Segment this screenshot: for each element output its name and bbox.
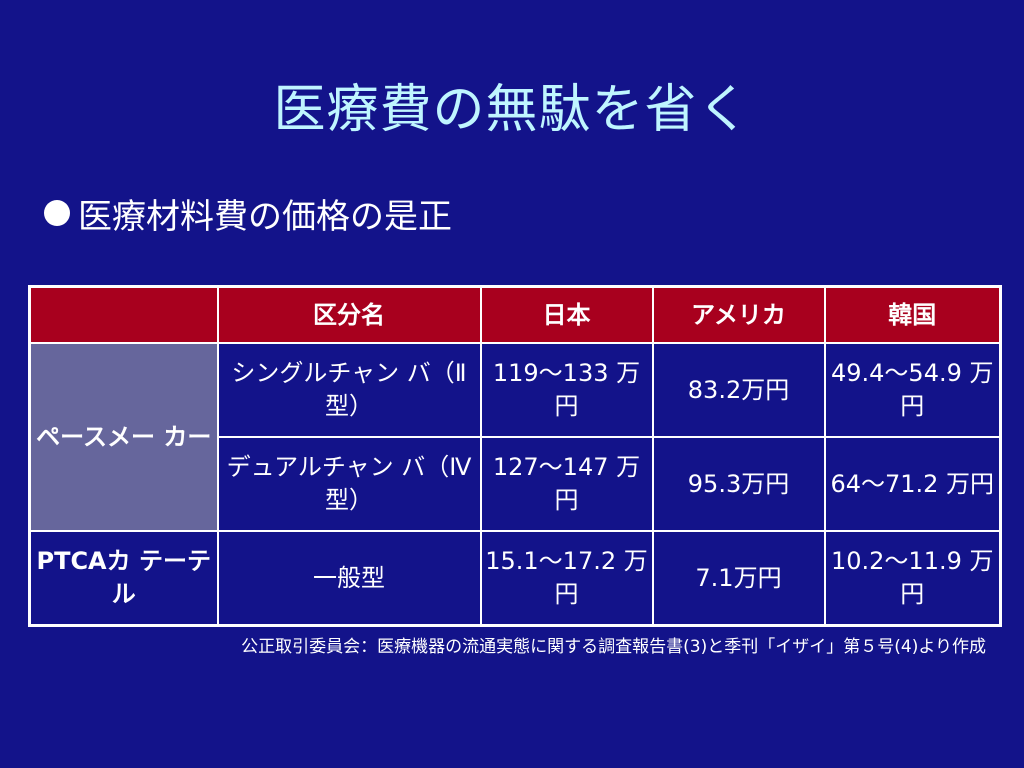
category-pacemaker: ペースメー カー bbox=[28, 342, 219, 532]
usa-price: 83.2万円 bbox=[651, 342, 826, 438]
japan-price: 127～147 万円 bbox=[479, 436, 654, 532]
price-comparison-table: 区分名 日本 アメリカ 韓国 ペースメー カー シングルチャン バ（Ⅱ型） 11… bbox=[28, 285, 1002, 627]
header-category-name: 区分名 bbox=[216, 285, 482, 344]
usa-price: 95.3万円 bbox=[651, 436, 826, 532]
korea-price: 64～71.2 万円 bbox=[823, 436, 1002, 532]
japan-price: 119～133 万円 bbox=[479, 342, 654, 438]
bullet-item: 医療材料費の価格の是正 bbox=[44, 190, 452, 237]
table-row: ペースメー カー シングルチャン バ（Ⅱ型） 119～133 万円 83.2万円… bbox=[28, 342, 1002, 532]
usa-price: 7.1万円 bbox=[651, 530, 826, 627]
table-row: PTCAカ テーテル 一般型 15.1～17.2 万円 7.1万円 10.2～1… bbox=[28, 530, 1002, 627]
table-header-row: 区分名 日本 アメリカ 韓国 bbox=[28, 285, 1002, 344]
bullet-text: 医療材料費の価格の是正 bbox=[78, 196, 452, 237]
header-korea: 韓国 bbox=[823, 285, 1002, 344]
table-row: デュアルチャン バ（Ⅳ型） 127～147 万円 95.3万円 64～71.2 … bbox=[30, 436, 1002, 532]
category-ptca: PTCAカ テーテル bbox=[28, 530, 219, 627]
korea-price: 49.4～54.9 万円 bbox=[823, 342, 1002, 438]
korea-price: 10.2～11.9 万円 bbox=[823, 530, 1002, 627]
source-note: 公正取引委員会：医療機器の流通実態に関する調査報告書(3)と季刊「イザイ」第５号… bbox=[241, 637, 986, 657]
row-name: 一般型 bbox=[216, 530, 482, 627]
header-empty bbox=[28, 285, 219, 344]
header-japan: 日本 bbox=[479, 285, 654, 344]
slide-title: 医療費の無駄を省く bbox=[273, 80, 751, 140]
japan-price: 15.1～17.2 万円 bbox=[479, 530, 654, 627]
row-name: シングルチャン バ（Ⅱ型） bbox=[216, 342, 482, 438]
bullet-dot-icon bbox=[44, 200, 70, 226]
header-usa: アメリカ bbox=[651, 285, 826, 344]
row-name: デュアルチャン バ（Ⅳ型） bbox=[216, 436, 482, 532]
